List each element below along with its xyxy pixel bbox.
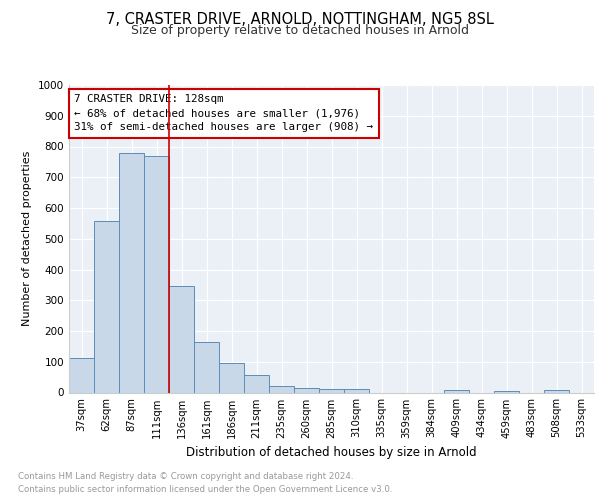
Bar [119,154,144,392]
Text: Size of property relative to detached houses in Arnold: Size of property relative to detached ho… [131,24,469,37]
Bar [94,221,119,392]
Text: Contains public sector information licensed under the Open Government Licence v3: Contains public sector information licen… [18,484,392,494]
X-axis label: Distribution of detached houses by size in Arnold: Distribution of detached houses by size … [186,446,477,459]
Bar [169,286,194,393]
Bar [319,388,344,392]
Bar [219,362,244,392]
Bar [144,156,169,392]
Text: 7 CRASTER DRIVE: 128sqm
← 68% of detached houses are smaller (1,976)
31% of semi: 7 CRASTER DRIVE: 128sqm ← 68% of detache… [74,94,373,132]
Bar [269,386,294,392]
Text: 7, CRASTER DRIVE, ARNOLD, NOTTINGHAM, NG5 8SL: 7, CRASTER DRIVE, ARNOLD, NOTTINGHAM, NG… [106,12,494,28]
Bar [544,390,569,392]
Bar [244,375,269,392]
Bar [444,390,469,392]
Bar [294,388,319,392]
Bar [69,358,94,392]
Bar [344,389,369,392]
Bar [494,391,519,392]
Y-axis label: Number of detached properties: Number of detached properties [22,151,32,326]
Bar [194,342,219,392]
Text: Contains HM Land Registry data © Crown copyright and database right 2024.: Contains HM Land Registry data © Crown c… [18,472,353,481]
